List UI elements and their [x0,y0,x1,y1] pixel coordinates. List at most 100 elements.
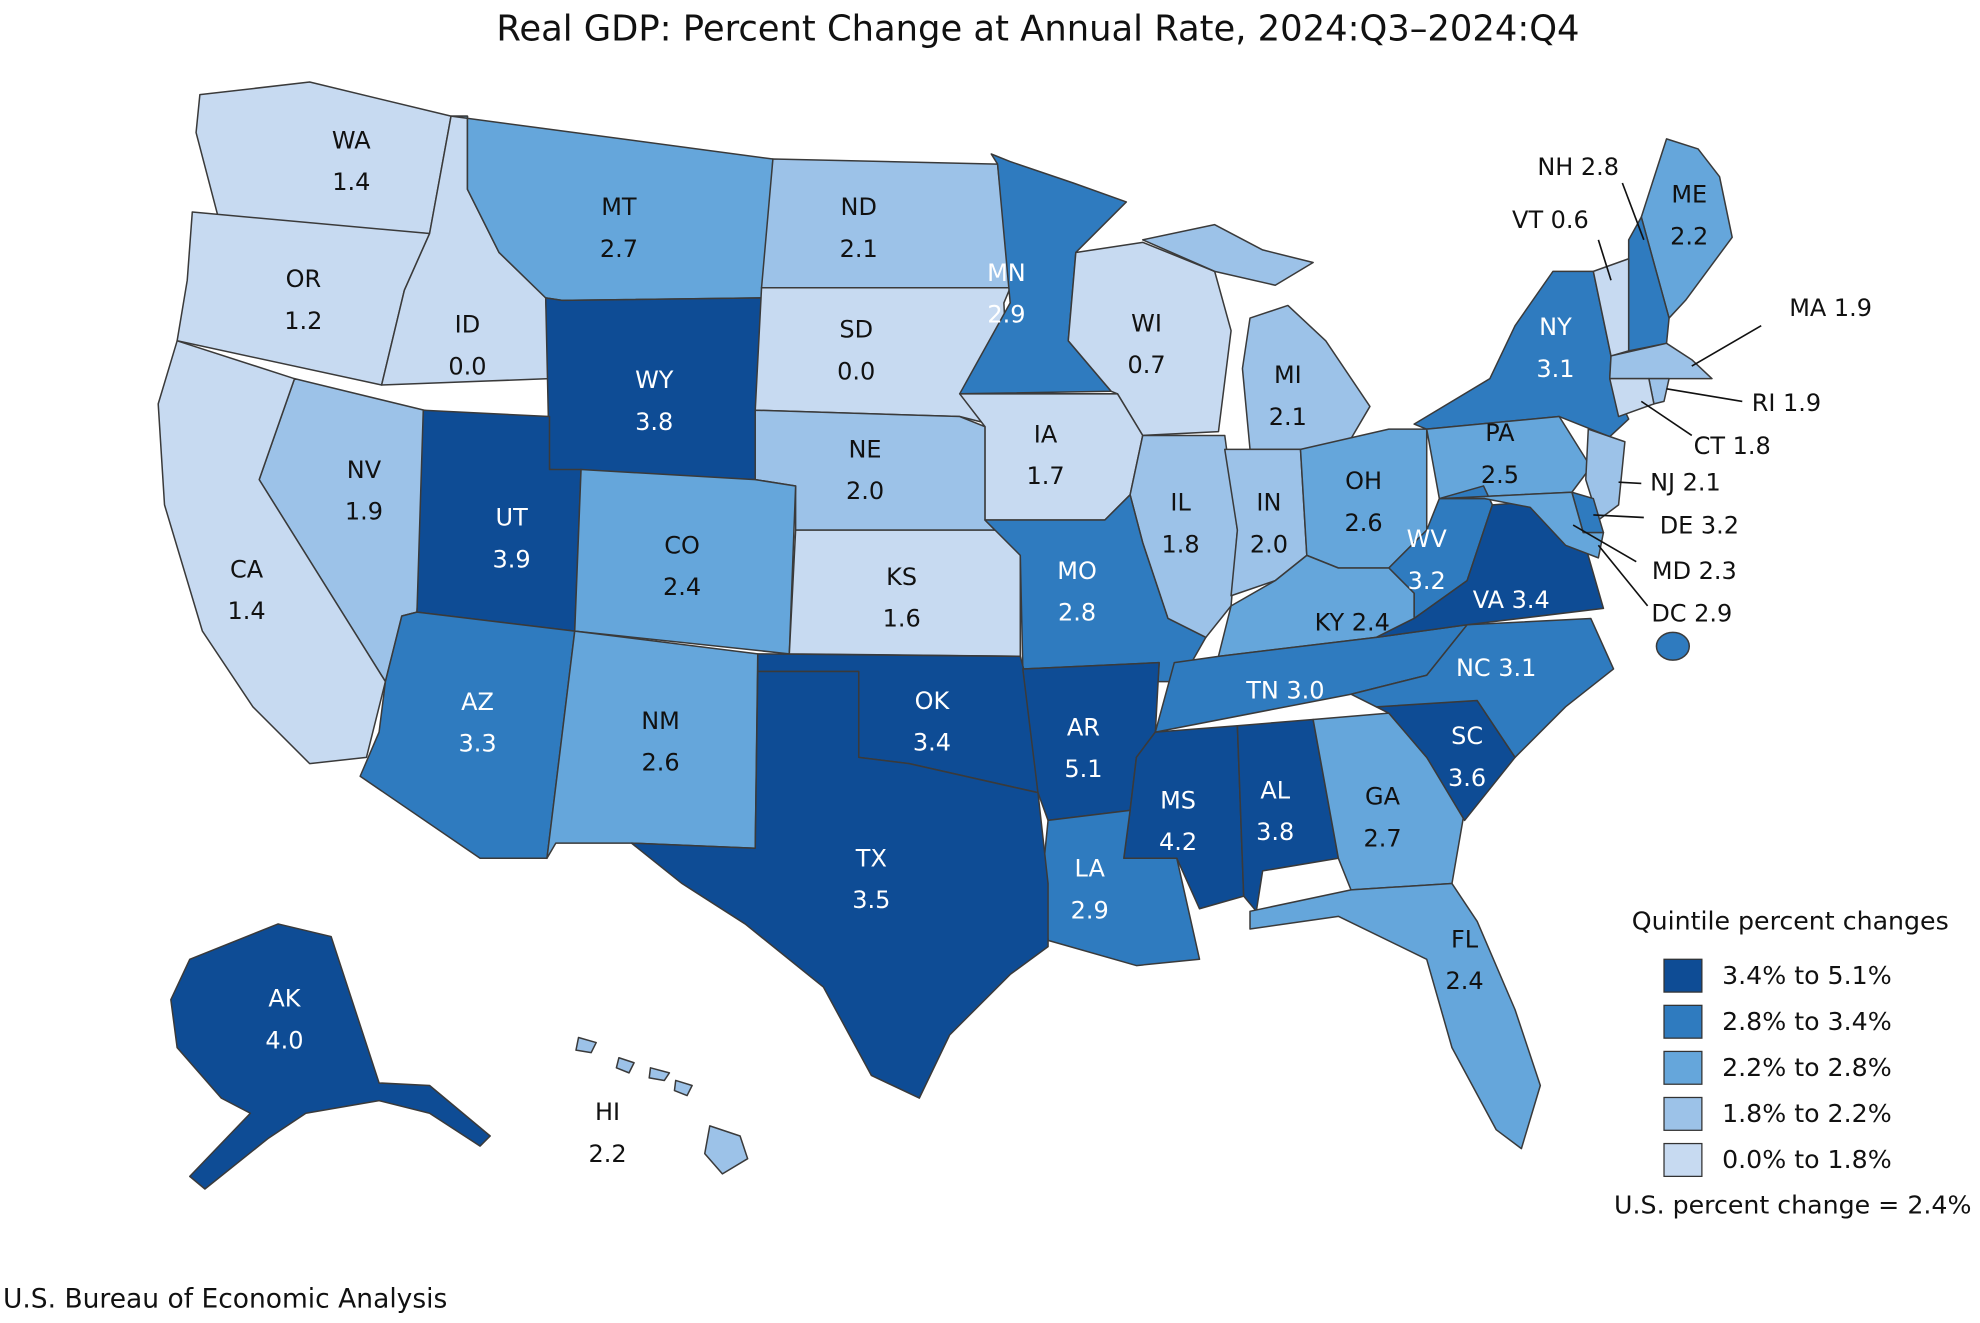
state-label: VT 0.6 [1512,206,1589,234]
state-value: 1.4 [332,168,370,196]
state-shape [1640,138,1733,319]
state-label: DC 2.9 [1651,600,1732,628]
state-value: 1.2 [284,307,322,335]
state-value: 2.4 [1352,609,1390,637]
state-abbr: HI [595,1098,620,1126]
state-shape [575,1036,749,1175]
states [157,81,1733,1190]
state-abbr: VA [1473,586,1505,614]
state-abbr: KS [886,563,917,591]
state-abbr: LA [1075,855,1106,883]
state-value: 2.0 [846,477,884,505]
state-value: 2.1 [840,235,878,263]
state-value: 3.0 [1286,677,1324,705]
state-abbr: OR [286,265,322,293]
state-abbr: MA [1789,294,1827,322]
leader-line [1597,544,1649,607]
state-value: 4.0 [265,1026,303,1054]
leader-line [1691,324,1762,367]
state-label: DE 3.2 [1660,511,1739,539]
state-abbr: MI [1274,361,1302,389]
state-value: 1.9 [1783,389,1821,417]
map-title: Real GDP: Percent Change at Annual Rate,… [496,8,1579,49]
state-label: MA 1.9 [1789,294,1872,322]
legend-swatch [1663,1004,1703,1039]
state-shape [1608,377,1655,418]
state-value: 3.4 [1512,586,1550,614]
legend-label: 0.0% to 1.8% [1722,1145,1892,1174]
legend-title: Quintile percent changes [1632,907,1949,936]
state-abbr: VT [1512,206,1543,234]
state-shape [573,468,797,655]
state-label: NJ 2.1 [1650,468,1721,496]
state-value: 2.8 [1058,598,1096,626]
state-abbr: WA [332,126,371,154]
state-shape [546,630,759,860]
state-abbr: MO [1057,557,1097,585]
leader-line [1618,481,1642,485]
state-value: 1.9 [345,497,383,525]
state-value: 0.0 [837,357,875,385]
state-value: 2.7 [600,235,638,263]
state-value: 3.5 [852,886,890,914]
state-value: 2.1 [1269,403,1307,431]
state-value: 2.9 [987,301,1025,329]
state-value: 1.7 [1026,462,1064,490]
leader-line [1621,182,1645,241]
state-abbr: IN [1256,489,1281,517]
state-value: 3.2 [1408,567,1446,595]
state-abbr: NE [849,436,882,464]
state-abbr: DC [1651,600,1686,628]
state-abbr: ID [455,311,481,339]
state-abbr: SC [1451,722,1483,750]
state-value: 3.2 [1701,511,1739,539]
legend: Quintile percent changes U.S. percent ch… [1614,907,1971,1220]
state-abbr: AR [1067,713,1100,741]
state-abbr: MT [601,193,637,221]
state-value: 4.2 [1159,828,1197,856]
leader-line [1593,514,1644,519]
state-abbr: CO [664,532,700,560]
leader-line [1572,524,1637,563]
state-shape [1249,882,1542,1150]
us-change: U.S. percent change = 2.4% [1614,1191,1971,1220]
state-label: NC 3.1 [1456,654,1536,682]
state-label: CT 1.8 [1694,432,1771,460]
state-value: 3.1 [1498,654,1536,682]
state-value: 3.6 [1448,764,1486,792]
state-abbr: CT [1694,432,1726,460]
state-value: 0.0 [448,352,486,380]
state-abbr: FL [1451,925,1479,953]
state-abbr: SD [839,316,873,344]
legend-swatch [1663,1142,1703,1178]
state-value: 3.8 [1256,818,1294,846]
state-shape [1425,415,1592,500]
state-shape [1350,617,1615,759]
legend-label: 2.2% to 2.8% [1722,1053,1892,1082]
state-shape [630,670,1049,1099]
legend-label: 2.8% to 3.4% [1722,1007,1892,1036]
state-value: 3.1 [1536,355,1574,383]
state-value: 2.1 [1683,468,1721,496]
legend-label: 1.8% to 2.2% [1722,1099,1892,1128]
legend-swatch [1663,1096,1703,1131]
state-shape [157,340,387,765]
state-shape [1141,223,1371,451]
state-value: 0.7 [1127,351,1165,379]
state-label: MD 2.3 [1652,557,1737,585]
legend-swatch [1663,1050,1703,1085]
state-shape [1067,241,1232,437]
state-value: 2.4 [663,573,701,601]
state-value: 5.1 [1064,755,1102,783]
state-value: 2.8 [1581,153,1619,181]
state-shape [958,393,1144,521]
state-value: 1.6 [883,605,921,633]
state-value: 2.4 [1446,967,1484,995]
state-shape [170,923,491,1190]
state-abbr: AL [1260,776,1290,804]
state-value: 2.9 [1071,896,1109,924]
state-abbr: DE [1660,511,1694,539]
leader-line [1597,239,1612,281]
